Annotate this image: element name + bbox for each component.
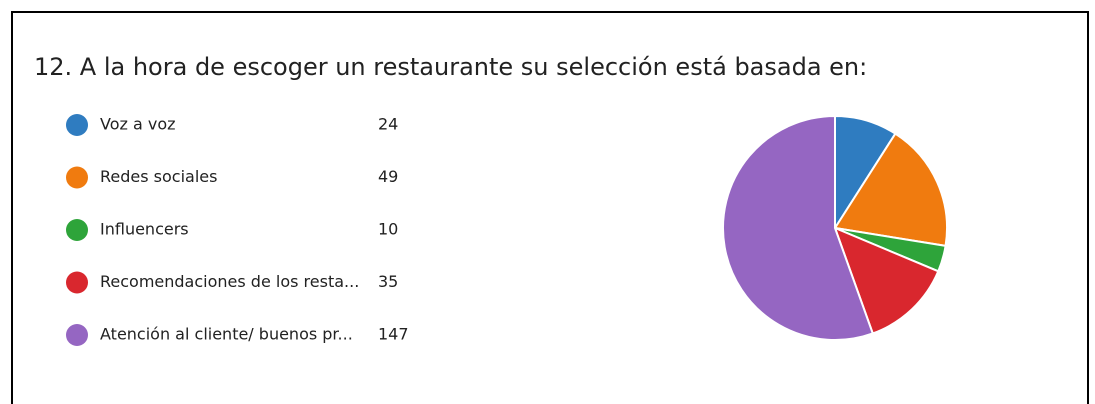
legend-value: 49 xyxy=(378,167,398,186)
legend-value: 24 xyxy=(378,115,398,134)
frame xyxy=(11,11,1089,404)
pie-slice xyxy=(722,114,875,341)
legend-value: 35 xyxy=(378,272,398,291)
legend-label: Atención al cliente/ buenos pr... xyxy=(100,325,353,344)
legend-label: Influencers xyxy=(100,220,189,239)
legend-label: Redes sociales xyxy=(100,167,217,186)
legend-swatch xyxy=(66,166,88,189)
legend-swatch xyxy=(66,271,88,294)
pie-slice xyxy=(833,226,940,335)
legend-swatch xyxy=(66,114,88,136)
legend-label: Voz a voz xyxy=(100,115,176,134)
legend-value: 10 xyxy=(378,220,398,239)
pie-slice xyxy=(833,132,948,247)
legend-swatch xyxy=(66,324,88,346)
legend-value: 147 xyxy=(378,325,409,344)
legend-label: Recomendaciones de los resta... xyxy=(100,272,359,291)
legend-swatch xyxy=(66,219,88,241)
chart-title: 12. A la hora de escoger un restaurante … xyxy=(34,53,867,81)
